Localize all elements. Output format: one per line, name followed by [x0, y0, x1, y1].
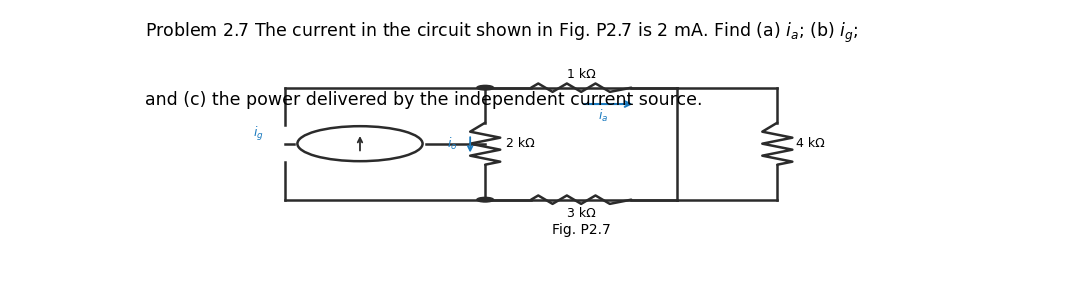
Text: Problem 2.7 The current in the circuit shown in Fig. P2.7 is 2 mA. Find (a) $i_a: Problem 2.7 The current in the circuit s…	[145, 21, 858, 45]
Text: 1 kΩ: 1 kΩ	[567, 68, 596, 81]
Text: 4 kΩ: 4 kΩ	[796, 137, 824, 150]
Text: 3 kΩ: 3 kΩ	[567, 207, 596, 220]
Text: $i_a$: $i_a$	[598, 108, 609, 124]
Text: Fig. P2.7: Fig. P2.7	[551, 223, 611, 237]
Circle shape	[477, 197, 493, 202]
Text: $i_o$: $i_o$	[447, 136, 458, 152]
Text: 2 kΩ: 2 kΩ	[506, 137, 535, 150]
Text: $i_g$: $i_g$	[253, 125, 264, 143]
Text: and (c) the power delivered by the independent current source.: and (c) the power delivered by the indep…	[145, 91, 703, 109]
Circle shape	[477, 85, 493, 90]
